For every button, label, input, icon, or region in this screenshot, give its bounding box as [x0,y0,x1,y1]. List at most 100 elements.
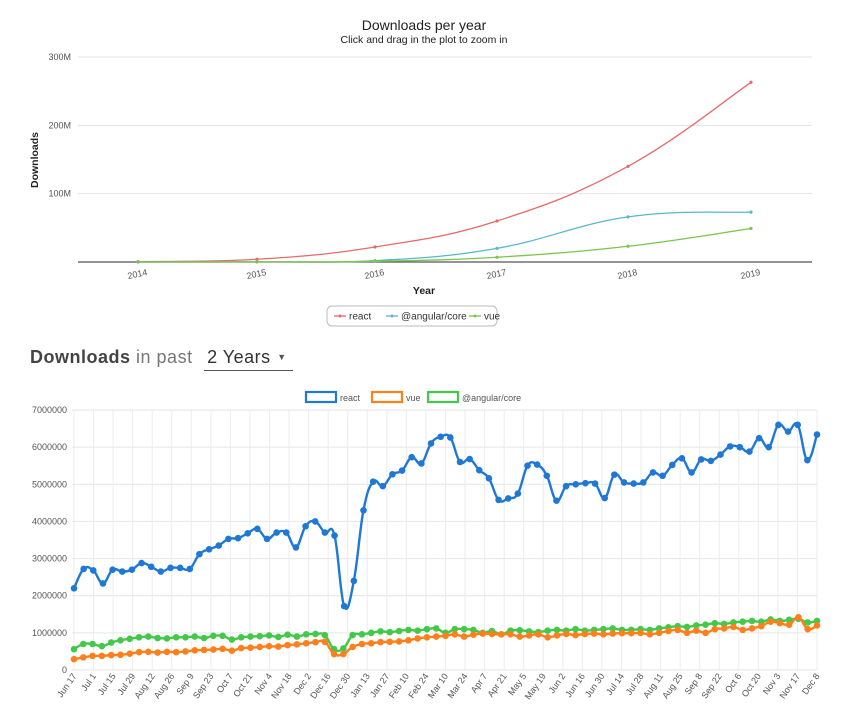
chart2-point [470,631,477,639]
chart2-point [256,632,264,640]
chart2-point [234,534,242,542]
chart2-point [395,627,403,635]
chart2-legend-label[interactable]: react [340,393,361,403]
chart2-legend[interactable]: react vue @angular/core [304,390,521,404]
chart2-point [611,471,618,478]
chart2-point [544,627,551,634]
chart1-legend-marker [473,314,477,318]
chart2-point [572,480,580,488]
period-select[interactable]: 2 Years ▼ [204,347,293,371]
chart2-point [154,634,161,642]
chart2-point [553,497,560,504]
chart2-point [553,632,561,639]
chart2-point [321,631,329,639]
chart2-point [507,631,514,638]
chart2-point [600,625,607,633]
chart2-point [711,625,719,633]
chart2-point [427,440,435,447]
chart2-x-tick-label: Jul 14 [604,671,626,696]
chart2-point [367,639,375,647]
chart2-point [191,647,199,654]
chart2-point [293,633,301,640]
chart2-point [284,641,291,649]
chart2-point [172,634,180,641]
chart2-point [637,629,644,637]
chart1-point [749,226,753,231]
chart1-legend[interactable]: react @angular/core vue [326,305,501,327]
chart1-legend-label[interactable]: @angular/core [401,312,467,323]
chart2-point [205,545,213,553]
chart2-point [70,645,78,653]
chart2-point [504,495,512,502]
chart2-point [225,535,232,543]
chart2-point [456,458,464,466]
chart1-point [749,80,753,84]
chart2-point [590,630,598,637]
chart2-point [107,651,115,659]
chart2-point [765,443,773,451]
chart1-series-line [137,81,752,263]
chart2-point [200,646,208,654]
chart2-x-tick-label: Aug 26 [152,671,177,700]
chart2-point [572,625,579,633]
chart2-point [674,626,681,634]
chart2-point [302,639,310,647]
chart2-point [730,623,737,631]
downloads-per-year-chart[interactable]: Downloads per year Click and drag in the… [0,0,848,340]
chart1-x-axis-title: Year [413,285,435,297]
chart2-point [302,522,309,530]
chevron-down-icon: ▼ [277,352,287,362]
chart2-point [135,648,143,656]
chart1-legend-label[interactable]: react [349,312,371,323]
chart2-point [544,634,551,641]
chart2-point [377,638,384,646]
chart2-point [154,649,161,656]
chart2-point [377,628,384,635]
chart2-point [460,633,468,640]
chart2-point [485,475,493,482]
chart2-point [776,619,784,627]
chart2-point [219,645,226,653]
chart2-legend-label[interactable]: @angular/core [462,393,521,403]
chart1-point [495,255,499,259]
chart1-point [255,257,259,261]
chart1-legend-label[interactable]: vue [484,312,501,323]
chart2-legend-swatch [304,390,338,404]
chart2-point [331,532,338,539]
chart2-legend-label[interactable]: vue [406,393,421,403]
chart1-legend-marker [338,314,342,318]
chart2-point [386,638,394,646]
chart2-point [99,580,107,587]
chart1-x-tick-label: 2018 [617,267,639,281]
chart1-y-axis-title: Downloads [29,132,41,188]
chart2-point [117,636,124,644]
chart2-point [265,632,273,639]
chart2-y-tick-label: 4000000 [32,516,67,526]
chart2-x-tick-label: Jul 1 [79,671,98,692]
chart2-point [748,625,756,632]
chart2-point [379,482,387,490]
chart2-point [418,460,425,467]
chart1-series [136,80,753,264]
chart2-point [553,626,561,634]
chart2-point [263,535,271,543]
chart2-x-tick-label: Oct 20 [740,671,763,698]
chart1-y-ticks: 100M 200M 300M [48,52,71,199]
chart2-point [293,641,301,648]
chart2-point [479,630,486,637]
period-select-value: 2 Years [207,347,271,367]
chart2-point [302,631,310,638]
chart2-point [726,443,734,450]
downloads-heading: Downloads in past 2 Years ▼ [30,347,293,371]
chart2-point [702,629,709,637]
chart2-point [237,634,245,641]
chart2-point [785,616,793,624]
chart2-point [562,630,570,638]
chart2-x-tick-label: Sep 23 [191,671,216,700]
chart2-point [273,529,280,536]
chart2-point [678,454,686,462]
chart1-point [255,260,259,264]
chart2-point [167,564,174,572]
weekly-downloads-chart[interactable]: react vue @angular/core 0 1000000 2000000 300… [0,380,848,727]
chart2-point [408,453,416,461]
